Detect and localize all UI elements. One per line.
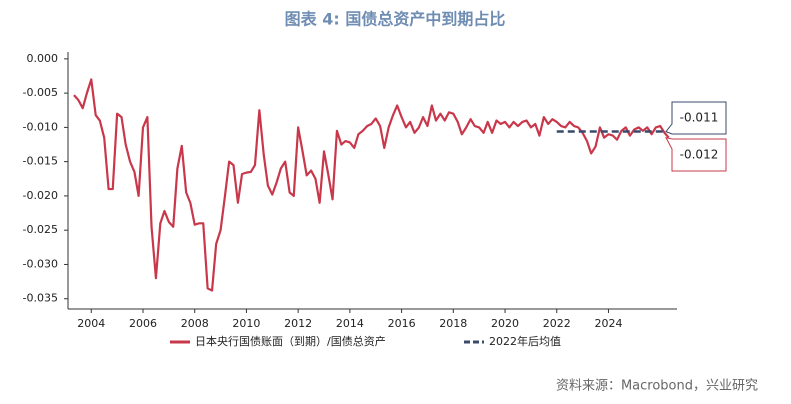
- callout-label: -0.011: [680, 111, 719, 125]
- x-tick-label: 2018: [439, 317, 467, 330]
- y-tick-label: -0.025: [23, 223, 58, 236]
- x-tick-label: 2012: [284, 317, 312, 330]
- x-tick-label: 2016: [388, 317, 416, 330]
- y-tick-label: -0.030: [23, 257, 58, 270]
- legend-label: 日本央行国债账面（到期）/国债总资产: [195, 334, 386, 348]
- y-tick-label: -0.015: [23, 155, 58, 168]
- y-tick-label: -0.005: [23, 86, 58, 99]
- source-note: 资料来源：Macrobond，兴业研究: [556, 379, 758, 394]
- x-tick-label: 2020: [491, 317, 519, 330]
- legend-label: 2022年后均值: [489, 334, 561, 348]
- callout-box: [665, 101, 727, 135]
- x-tick-label: 2024: [594, 317, 622, 330]
- chart-title: 图表 4: 国债总资产中到期占比: [285, 10, 506, 29]
- x-tick-label: 2006: [129, 317, 157, 330]
- y-tick-label: -0.010: [23, 120, 58, 133]
- x-tick-label: 2014: [336, 317, 364, 330]
- x-tick-label: 2010: [232, 317, 260, 330]
- callout-label: -0.012: [680, 148, 719, 162]
- series-line: [73, 78, 670, 292]
- x-tick-label: 2008: [181, 317, 209, 330]
- y-tick-label: -0.035: [23, 292, 58, 305]
- y-tick-label: -0.020: [23, 189, 58, 202]
- x-tick-label: 2022: [543, 317, 571, 330]
- x-tick-label: 2004: [77, 317, 105, 330]
- callout-box: [665, 136, 727, 172]
- y-tick-label: 0.000: [27, 52, 59, 65]
